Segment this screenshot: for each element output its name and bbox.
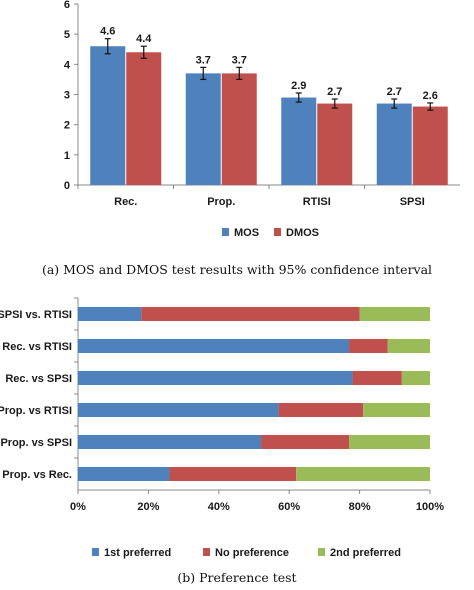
y-tick-label: 5 — [64, 29, 70, 41]
y-tick-label: Prop. vs SPSI — [0, 437, 72, 449]
legend-swatch — [203, 548, 210, 556]
legend-label: DMOS — [286, 227, 319, 239]
y-tick-label: Rec. vs RTISI — [2, 341, 72, 353]
segment-no-preference — [349, 339, 388, 353]
data-label: 2.7 — [387, 86, 402, 98]
preference-chart: SPSI vs. RTISI Rec. vs RTISI Rec. vs SPSI P… — [0, 297, 444, 559]
dmos-bar — [412, 106, 448, 185]
data-label: 3.7 — [196, 54, 211, 66]
mos-bar — [376, 103, 412, 185]
mos-bar — [185, 73, 221, 185]
mos-bar — [90, 46, 126, 185]
y-tick-label: 3 — [64, 90, 70, 102]
data-label: 2.6 — [423, 90, 438, 102]
segment-1st-preferred — [78, 371, 353, 385]
segment-1st-preferred — [78, 435, 262, 449]
segment-2nd-preferred — [359, 307, 430, 321]
y-tick-label: SPSI vs. RTISI — [0, 309, 72, 321]
y-tick-label: Prop. vs Rec. — [2, 469, 72, 481]
mos-bar — [281, 97, 317, 185]
x-tick-label: 100% — [416, 501, 444, 513]
segment-2nd-preferred — [296, 467, 430, 481]
legend-swatch-mos — [222, 228, 229, 236]
segment-2nd-preferred — [349, 435, 430, 449]
legend-swatch — [318, 548, 325, 556]
y-tick-label: 4 — [64, 59, 71, 71]
x-tick-label: 40% — [208, 501, 230, 513]
legend-label: 2nd preferred — [330, 547, 401, 559]
data-label: 4.6 — [100, 26, 115, 38]
x-tick-label: RTISI — [303, 196, 331, 208]
caption-a: (a) MOS and DMOS test results with 95% c… — [42, 262, 432, 277]
legend-label: MOS — [234, 227, 259, 239]
dmos-bar — [126, 52, 162, 186]
y-tick-label: 0 — [64, 180, 70, 192]
x-tick-label: Prop. — [207, 196, 235, 208]
y-tick-label: Prop. vs RTISI — [0, 405, 72, 417]
caption-b: (b) Preference test — [177, 570, 296, 585]
segment-2nd-preferred — [387, 339, 430, 353]
dmos-bar — [317, 103, 353, 185]
x-tick-label: 20% — [137, 501, 159, 513]
y-tick-label: 1 — [64, 150, 70, 162]
data-label: 3.7 — [232, 54, 247, 66]
segment-no-preference — [169, 467, 297, 481]
data-label: 2.9 — [291, 80, 306, 92]
y-tick-label: 2 — [64, 120, 70, 132]
segment-no-preference — [352, 371, 402, 385]
mos-dmos-chart: 0 1 2 3 4 5 6 Rec. 4.6 4.4 Prop. 3.7 3.7 RTISI 2.9 2.7 S… — [64, 0, 460, 239]
dmos-bar — [221, 73, 257, 185]
segment-1st-preferred — [78, 467, 170, 481]
x-tick-label: 0% — [70, 501, 86, 513]
x-tick-label: SPSI — [400, 196, 425, 208]
legend-swatch-dmos — [274, 228, 281, 236]
data-label: 2.7 — [327, 86, 342, 98]
x-tick-label: 80% — [349, 501, 371, 513]
legend-label: No preference — [215, 547, 289, 559]
legend-swatch — [92, 548, 99, 556]
data-label: 4.4 — [136, 33, 152, 45]
segment-1st-preferred — [78, 339, 350, 353]
segment-2nd-preferred — [401, 371, 430, 385]
x-tick-label: 60% — [278, 501, 300, 513]
y-tick-label: Rec. vs SPSI — [5, 373, 72, 385]
segment-no-preference — [261, 435, 350, 449]
segment-1st-preferred — [78, 307, 142, 321]
segment-no-preference — [278, 403, 364, 417]
segment-no-preference — [141, 307, 360, 321]
legend-label: 1st preferred — [104, 547, 171, 559]
y-tick-label: 6 — [64, 0, 70, 11]
segment-2nd-preferred — [363, 403, 430, 417]
segment-1st-preferred — [78, 403, 279, 417]
x-tick-label: Rec. — [114, 196, 137, 208]
